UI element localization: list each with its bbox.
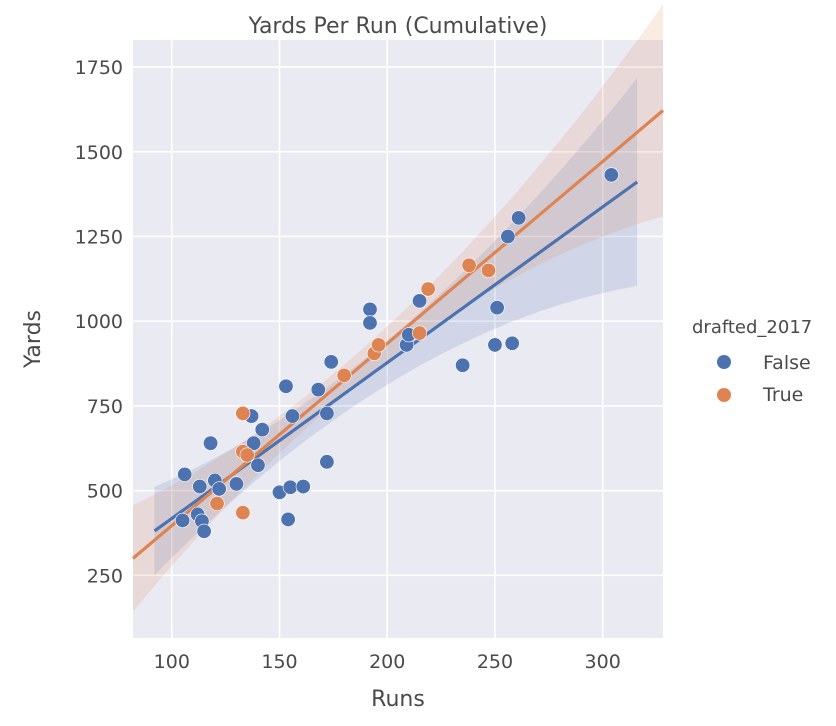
y-tick-label: 250 (87, 565, 123, 587)
x-axis-label: Runs (371, 687, 425, 712)
data-point-true (461, 257, 477, 273)
plot-background (133, 40, 663, 638)
data-point-false (295, 479, 311, 495)
data-point-true (235, 405, 251, 421)
y-axis-label: Yards (21, 310, 46, 369)
y-tick-label: 1500 (75, 142, 123, 164)
data-point-false (319, 454, 335, 470)
data-point-false (489, 300, 505, 316)
data-point-false (254, 422, 270, 438)
data-point-false (177, 466, 193, 482)
data-point-false (284, 408, 300, 424)
data-point-false (319, 405, 335, 421)
data-point-false (280, 511, 296, 527)
data-point-true (235, 505, 251, 521)
data-point-false (310, 382, 326, 398)
legend-marker-true (717, 388, 731, 402)
data-point-true (336, 367, 352, 383)
data-point-false (362, 301, 378, 317)
data-point-false (455, 357, 471, 373)
data-point-false (362, 315, 378, 331)
data-point-false (246, 435, 262, 451)
data-point-true (209, 495, 225, 511)
x-tick-label: 250 (477, 651, 513, 673)
data-point-false (192, 479, 208, 495)
x-tick-label: 150 (261, 651, 297, 673)
data-point-false (196, 523, 212, 539)
tick-labels: 100 150 200 250 300 250 500 750 1000 1250 1500 1750 (75, 57, 621, 673)
data-point-true (420, 281, 436, 297)
data-point-false (487, 337, 503, 353)
data-point-false (278, 378, 294, 394)
legend-marker-false (717, 355, 731, 369)
data-point-false (228, 476, 244, 492)
data-point-false (504, 335, 520, 351)
data-point-false (323, 354, 339, 370)
data-point-false (282, 479, 298, 495)
y-tick-label: 1000 (75, 311, 123, 333)
data-point-false (500, 229, 516, 245)
data-point-false (511, 210, 527, 226)
data-points (175, 167, 619, 539)
data-point-false (203, 435, 219, 451)
data-point-true (412, 325, 428, 341)
x-tick-label: 200 (369, 651, 405, 673)
y-tick-label: 1250 (75, 227, 123, 249)
legend-label-true: True (762, 384, 803, 406)
chart-title: Yards Per Run (Cumulative) (248, 14, 548, 39)
data-point-false (175, 512, 191, 528)
data-point-true (480, 262, 496, 278)
x-tick-label: 300 (585, 651, 621, 673)
confidence-band-false (154, 78, 638, 575)
data-point-false (250, 457, 266, 473)
data-point-false (603, 167, 619, 183)
data-point-true (239, 447, 255, 463)
legend-label-false: False (763, 352, 811, 374)
y-tick-label: 500 (87, 481, 123, 503)
x-tick-label: 100 (154, 651, 190, 673)
confidence-bands (133, 4, 663, 612)
data-point-true (371, 337, 387, 353)
confidence-band-true (133, 4, 663, 612)
legend: drafted_2017 False True (692, 317, 812, 406)
grid-lines (133, 40, 663, 638)
y-tick-label: 750 (87, 396, 123, 418)
data-point-false (412, 293, 428, 309)
data-point-false (211, 481, 227, 497)
y-tick-label: 1750 (75, 57, 123, 79)
legend-title: drafted_2017 (692, 317, 812, 338)
